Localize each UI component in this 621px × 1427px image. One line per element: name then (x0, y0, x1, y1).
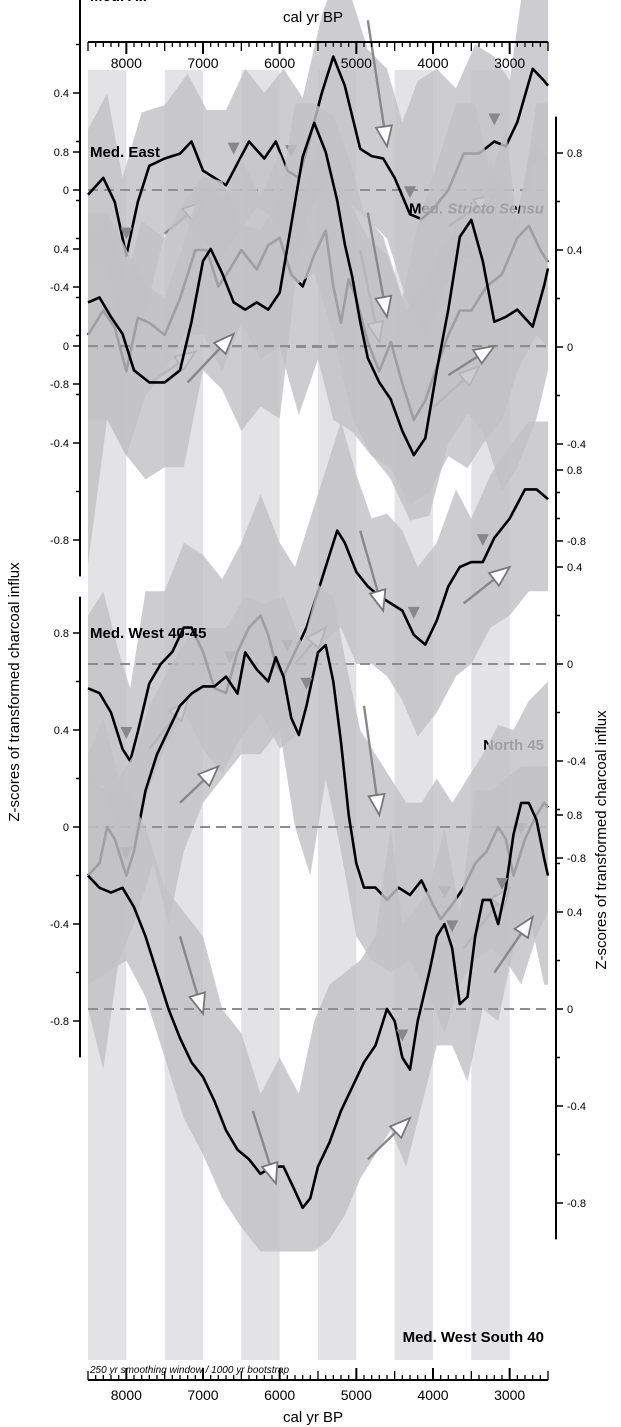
x-axis-title-top: cal yr BP (283, 9, 343, 26)
y-tick-label: 0.4 (54, 725, 69, 737)
y-tick-label: 0.8 (54, 0, 69, 3)
x-tick-label: 4000 (417, 1387, 448, 1403)
y-tick-label: 0 (567, 1004, 573, 1016)
y-tick-label: 0.4 (54, 244, 69, 256)
y-tick-label: 0.8 (567, 810, 582, 822)
y-tick-label: 0.4 (567, 562, 582, 574)
y-tick-label: -0.4 (567, 756, 586, 768)
y-tick-label: 0 (63, 341, 69, 353)
panel-title: Med. West South 40 (403, 1329, 544, 1346)
y-tick-label: 0 (567, 659, 573, 671)
x-tick-label: 6000 (264, 55, 295, 71)
x-axis-title-bottom: cal yr BP (283, 1409, 343, 1426)
y-tick-label: 0 (567, 342, 573, 354)
y-tick-label: -0.8 (50, 379, 69, 391)
x-tick-label: 8000 (111, 55, 142, 71)
panel-title-part: Med. All (90, 0, 147, 5)
x-tick-label: 4000 (417, 55, 448, 71)
y-tick-label: 0.4 (567, 907, 582, 919)
x-tick-label: 3000 (494, 1387, 525, 1403)
y-axis-title-right: Z-scores of transformed charcoal influx (593, 710, 610, 970)
y-tick-label: -0.4 (50, 438, 69, 450)
panel-title-part: Med. West South 40 (403, 1329, 544, 1346)
panel-title: Med. All (90, 0, 147, 5)
panel-title: Med. East (90, 144, 160, 161)
x-tick-label: 7000 (187, 55, 218, 71)
y-tick-label: -0.4 (567, 439, 586, 451)
y-tick-label: 0 (63, 185, 69, 197)
y-tick-label: 0.8 (54, 628, 69, 640)
y-tick-label: 0.8 (54, 147, 69, 159)
panel-title-part: Med. West 40-45 (90, 625, 206, 642)
y-tick-label: 0.8 (567, 465, 582, 477)
smoothing-note: 250 yr smoothing window / 1000 yr bootst… (89, 1365, 289, 1376)
x-tick-label: 8000 (111, 1387, 142, 1403)
panel-title: Med. West 40-45 (90, 625, 206, 642)
y-tick-label: -0.8 (50, 1016, 69, 1028)
panel-title-part: Med. East (90, 144, 160, 161)
y-tick-label: -0.4 (50, 282, 69, 294)
y-tick-label: -0.8 (567, 536, 586, 548)
y-tick-label: 0 (63, 822, 69, 834)
y-tick-label: -0.8 (567, 1198, 586, 1210)
x-tick-label: 7000 (187, 1387, 218, 1403)
y-tick-label: 0.4 (567, 245, 582, 257)
x-tick-label: 5000 (341, 1387, 372, 1403)
y-axis-title-left: Z-scores of transformed charcoal influx (6, 562, 23, 822)
y-tick-label: -0.4 (567, 1101, 586, 1113)
y-tick-label: -0.8 (567, 853, 586, 865)
y-tick-label: 0.4 (54, 88, 69, 100)
x-tick-label: 3000 (494, 55, 525, 71)
y-tick-label: -0.8 (50, 535, 69, 547)
x-tick-label: 5000 (341, 55, 372, 71)
y-tick-label: -0.4 (50, 919, 69, 931)
x-tick-label: 6000 (264, 1387, 295, 1403)
y-tick-label: 0.8 (567, 148, 582, 160)
